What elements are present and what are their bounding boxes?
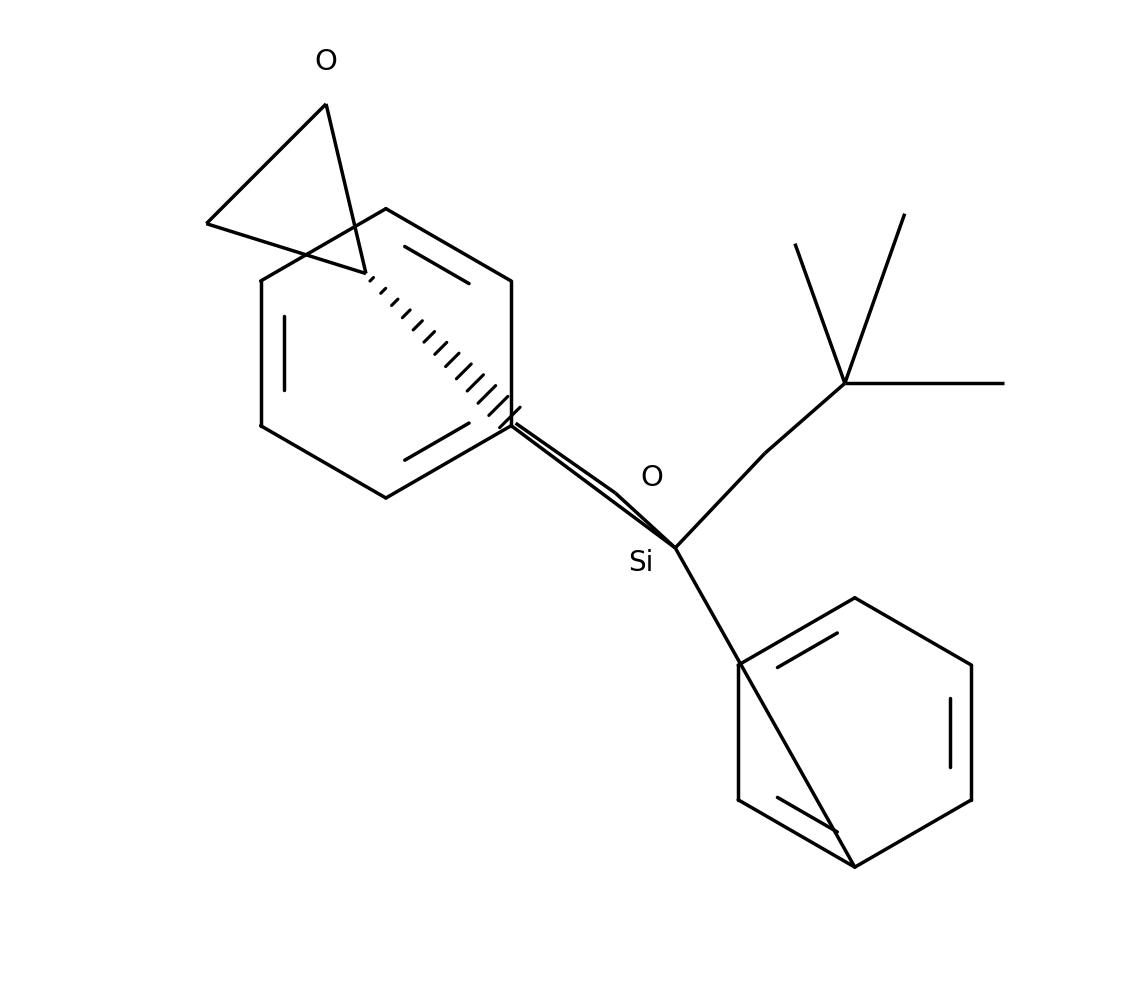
Text: Si: Si	[628, 549, 653, 576]
Text: O: O	[314, 48, 337, 76]
Text: O: O	[640, 464, 663, 492]
